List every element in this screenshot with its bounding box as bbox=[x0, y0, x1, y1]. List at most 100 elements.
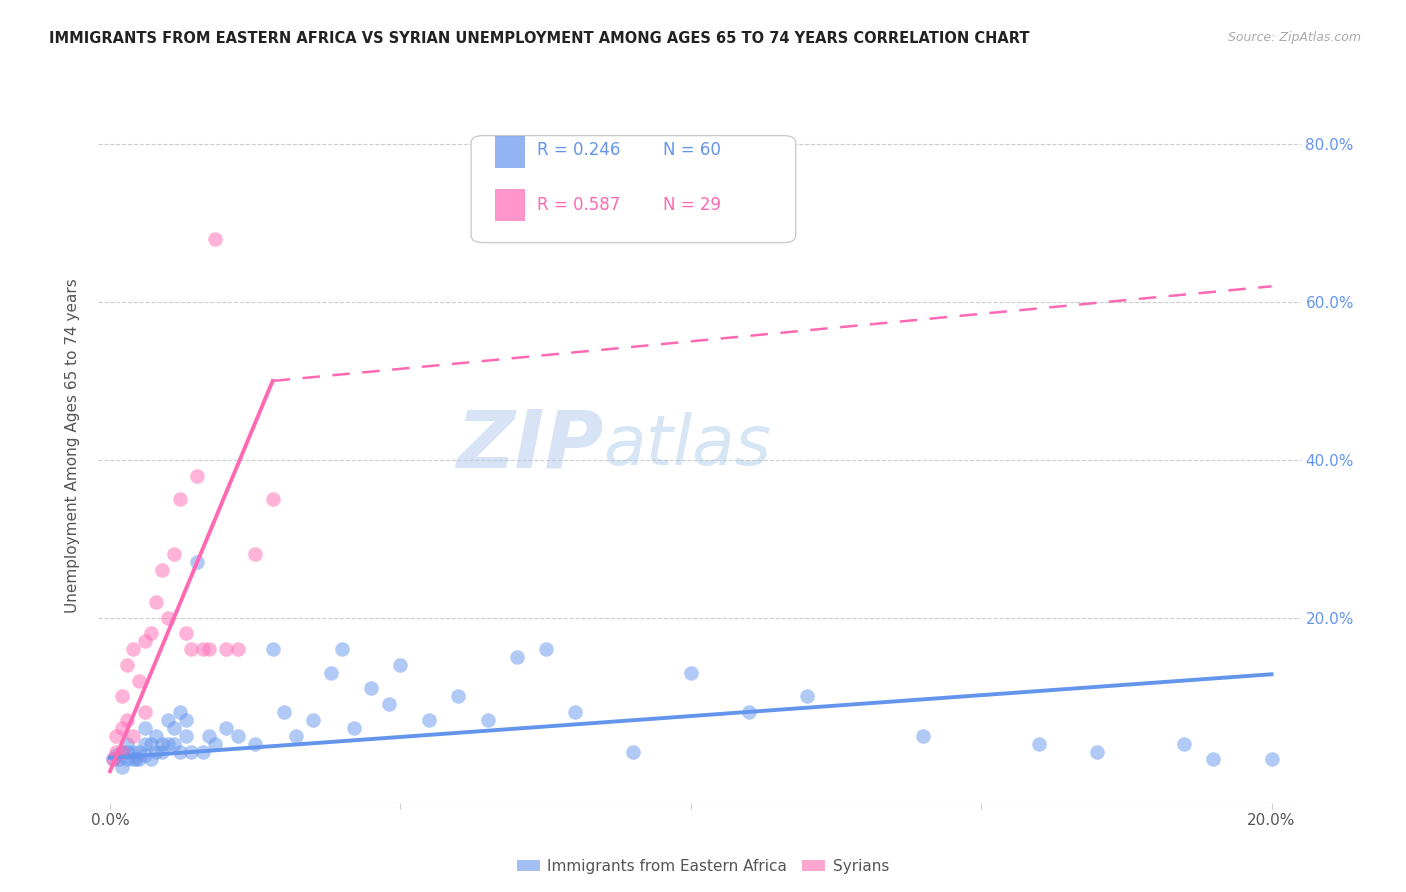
Point bbox=[139, 752, 162, 766]
Point bbox=[157, 713, 180, 727]
Point bbox=[226, 642, 249, 657]
Point bbox=[174, 713, 197, 727]
Point bbox=[262, 492, 284, 507]
Point bbox=[169, 745, 191, 759]
Point bbox=[111, 690, 134, 704]
Point bbox=[125, 752, 148, 766]
Point bbox=[134, 748, 156, 763]
Point bbox=[134, 705, 156, 719]
Bar bbox=[495, 136, 526, 168]
Point bbox=[319, 665, 342, 680]
Y-axis label: Unemployment Among Ages 65 to 74 years: Unemployment Among Ages 65 to 74 years bbox=[65, 278, 80, 614]
Legend: Immigrants from Eastern Africa, Syrians: Immigrants from Eastern Africa, Syrians bbox=[510, 853, 896, 880]
Point bbox=[1028, 737, 1050, 751]
Point bbox=[330, 642, 353, 657]
Point bbox=[122, 745, 145, 759]
Point bbox=[1085, 745, 1108, 759]
Point bbox=[1260, 752, 1282, 766]
Point bbox=[111, 745, 134, 759]
Point bbox=[122, 752, 145, 766]
Point bbox=[1202, 752, 1225, 766]
Point bbox=[534, 642, 557, 657]
Point bbox=[796, 690, 818, 704]
Point bbox=[204, 737, 226, 751]
Point bbox=[163, 548, 186, 562]
Point bbox=[378, 698, 401, 712]
Text: IMMIGRANTS FROM EASTERN AFRICA VS SYRIAN UNEMPLOYMENT AMONG AGES 65 TO 74 YEARS : IMMIGRANTS FROM EASTERN AFRICA VS SYRIAN… bbox=[49, 31, 1029, 46]
Point bbox=[139, 737, 162, 751]
Point bbox=[197, 642, 219, 657]
Point bbox=[139, 626, 162, 640]
FancyBboxPatch shape bbox=[471, 136, 796, 243]
Point bbox=[111, 721, 134, 735]
Point bbox=[215, 642, 238, 657]
Point bbox=[122, 729, 145, 743]
Point bbox=[343, 721, 366, 735]
Point bbox=[191, 745, 214, 759]
Point bbox=[447, 690, 470, 704]
Point bbox=[204, 232, 226, 246]
Point bbox=[122, 642, 145, 657]
Point bbox=[145, 745, 167, 759]
Point bbox=[128, 673, 150, 688]
Point bbox=[101, 752, 124, 766]
Point bbox=[197, 729, 219, 743]
Point bbox=[679, 665, 702, 680]
Point bbox=[117, 745, 139, 759]
Point bbox=[107, 752, 129, 766]
Point bbox=[360, 681, 382, 696]
Point bbox=[150, 563, 173, 577]
Point bbox=[134, 737, 156, 751]
Point bbox=[104, 745, 127, 759]
Point bbox=[389, 657, 412, 672]
Point bbox=[174, 626, 197, 640]
Point bbox=[157, 737, 180, 751]
Point bbox=[1173, 737, 1195, 751]
Point bbox=[564, 705, 586, 719]
Text: N = 60: N = 60 bbox=[664, 141, 721, 159]
Text: R = 0.587: R = 0.587 bbox=[537, 196, 620, 214]
Point bbox=[302, 713, 325, 727]
Text: N = 29: N = 29 bbox=[664, 196, 721, 214]
Point bbox=[621, 745, 644, 759]
Point bbox=[169, 705, 191, 719]
Point bbox=[180, 642, 202, 657]
Point bbox=[738, 705, 761, 719]
Point bbox=[477, 713, 499, 727]
Point bbox=[418, 713, 440, 727]
Point bbox=[128, 752, 150, 766]
Point bbox=[150, 737, 173, 751]
Point bbox=[101, 752, 124, 766]
Text: atlas: atlas bbox=[603, 412, 772, 480]
Point bbox=[186, 468, 208, 483]
Point bbox=[273, 705, 295, 719]
Text: ZIP: ZIP bbox=[456, 407, 603, 485]
Point bbox=[284, 729, 307, 743]
Point bbox=[117, 713, 139, 727]
Point bbox=[174, 729, 197, 743]
Point bbox=[104, 748, 127, 763]
Point bbox=[262, 642, 284, 657]
Point bbox=[215, 721, 238, 735]
Point bbox=[117, 657, 139, 672]
Point bbox=[169, 492, 191, 507]
Text: R = 0.246: R = 0.246 bbox=[537, 141, 620, 159]
Point bbox=[191, 642, 214, 657]
Point bbox=[505, 649, 527, 664]
Point bbox=[104, 729, 127, 743]
Point bbox=[134, 634, 156, 648]
Bar bbox=[495, 189, 526, 221]
Point bbox=[163, 737, 186, 751]
Point bbox=[912, 729, 935, 743]
Text: Source: ZipAtlas.com: Source: ZipAtlas.com bbox=[1227, 31, 1361, 45]
Point bbox=[128, 745, 150, 759]
Point bbox=[117, 752, 139, 766]
Point bbox=[180, 745, 202, 759]
Point bbox=[186, 555, 208, 569]
Point bbox=[111, 760, 134, 774]
Point bbox=[245, 737, 267, 751]
Point bbox=[163, 721, 186, 735]
Point bbox=[226, 729, 249, 743]
Point bbox=[157, 610, 180, 624]
Point bbox=[117, 737, 139, 751]
